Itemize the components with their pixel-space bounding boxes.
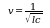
Text: $v = \dfrac{1}{\sqrt{lc}}$: $v = \dfrac{1}{\sqrt{lc}}$ (7, 2, 43, 26)
